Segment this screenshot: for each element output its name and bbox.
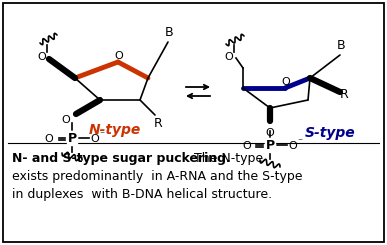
Text: B: B: [165, 26, 173, 39]
Text: S-type: S-type: [305, 126, 355, 140]
Text: ⁻: ⁻: [99, 130, 104, 140]
Text: N-type: N-type: [89, 123, 141, 137]
Text: O: O: [289, 141, 297, 151]
Text: O: O: [44, 134, 53, 144]
Text: O: O: [224, 52, 233, 62]
Text: R: R: [340, 87, 348, 100]
Text: in duplexes  with B-DNA helical structure.: in duplexes with B-DNA helical structure…: [12, 188, 272, 201]
Text: O: O: [38, 52, 46, 62]
Text: O: O: [91, 134, 99, 144]
Text: P: P: [67, 132, 77, 145]
Text: N- and S-type sugar puckering.: N- and S-type sugar puckering.: [12, 152, 231, 165]
Text: R: R: [154, 117, 163, 130]
Text: ⁻: ⁻: [298, 137, 303, 147]
Text: The N-type: The N-type: [190, 152, 263, 165]
Text: O: O: [282, 77, 290, 87]
Text: B: B: [337, 39, 345, 52]
Text: P: P: [265, 138, 274, 151]
Text: O: O: [115, 51, 123, 61]
Text: O: O: [242, 141, 251, 151]
Text: O: O: [265, 128, 274, 138]
Text: exists predominantly  in A-RNA and the S-type: exists predominantly in A-RNA and the S-…: [12, 170, 303, 183]
Text: O: O: [61, 115, 70, 125]
